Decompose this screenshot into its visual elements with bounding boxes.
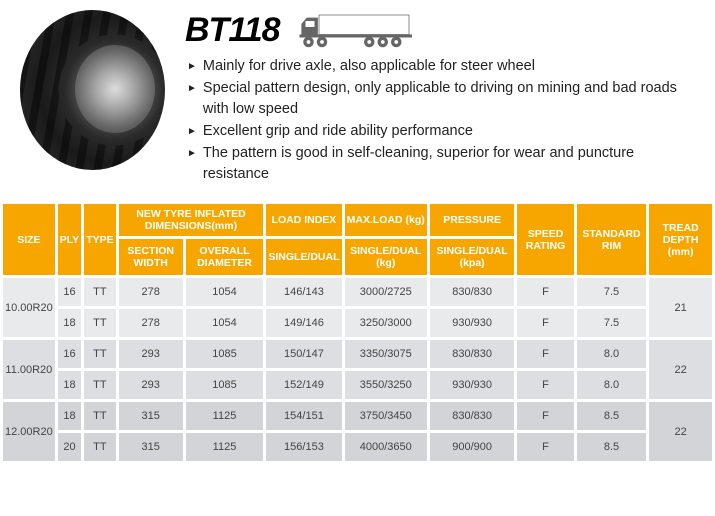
cell-pr: 830/830 <box>428 339 515 370</box>
cell-od: 1054 <box>184 308 265 339</box>
cell-pr: 830/830 <box>428 277 515 308</box>
cell-ml: 3550/3250 <box>343 370 428 401</box>
th-single-dual-kpa: SINGLE/DUAL (kpa) <box>428 238 515 277</box>
feature-bullets: Mainly for drive axle, also applicable f… <box>185 56 695 185</box>
cell-rim: 8.0 <box>575 370 648 401</box>
cell-pr: 930/930 <box>428 308 515 339</box>
cell-sw: 315 <box>117 432 184 463</box>
cell-pr: 900/900 <box>428 432 515 463</box>
table-row: 11.00R2016TT2931085150/1473350/3075830/8… <box>2 339 714 370</box>
bullet: Mainly for drive axle, also applicable f… <box>187 56 695 77</box>
cell-sr: F <box>516 370 575 401</box>
th-speed-rating: SPEED RATING <box>516 203 575 277</box>
th-single-dual: SINGLE/DUAL <box>265 238 343 277</box>
cell-rim: 7.5 <box>575 277 648 308</box>
cell-pr: 930/930 <box>428 370 515 401</box>
cell-sw: 315 <box>117 401 184 432</box>
bullet: The pattern is good in self-cleaning, su… <box>187 143 695 185</box>
cell-sr: F <box>516 277 575 308</box>
cell-ply: 16 <box>56 339 82 370</box>
title-row: BT118 <box>185 10 695 50</box>
bullet-text: Special pattern design, only applicable … <box>203 78 695 120</box>
cell-sr: F <box>516 339 575 370</box>
truck-icon <box>298 10 448 50</box>
table-row: 18TT2931085152/1493550/3250930/930F8.0 <box>2 370 714 401</box>
cell-rim: 8.5 <box>575 401 648 432</box>
cell-li: 150/147 <box>265 339 343 370</box>
cell-type: TT <box>83 432 117 463</box>
cell-tread-depth: 22 <box>648 339 714 401</box>
cell-sr: F <box>516 308 575 339</box>
cell-li: 154/151 <box>265 401 343 432</box>
cell-li: 152/149 <box>265 370 343 401</box>
th-max-load-group: MAX.LOAD (kg) <box>343 203 428 238</box>
table-row: 18TT2781054149/1463250/3000930/930F7.5 <box>2 308 714 339</box>
cell-sr: F <box>516 401 575 432</box>
cell-ml: 3000/2725 <box>343 277 428 308</box>
th-load-index-group: LOAD INDEX <box>265 203 343 238</box>
cell-pr: 830/830 <box>428 401 515 432</box>
table-row: 12.00R2018TT3151125154/1513750/3450830/8… <box>2 401 714 432</box>
cell-od: 1125 <box>184 432 265 463</box>
th-dims-group: NEW TYRE INFLATED DIMENSIONS(mm) <box>117 203 265 238</box>
cell-tread-depth: 21 <box>648 277 714 339</box>
cell-ml: 3750/3450 <box>343 401 428 432</box>
cell-sw: 293 <box>117 370 184 401</box>
cell-rim: 8.0 <box>575 339 648 370</box>
cell-type: TT <box>83 339 117 370</box>
cell-od: 1054 <box>184 277 265 308</box>
cell-od: 1125 <box>184 401 265 432</box>
cell-ply: 20 <box>56 432 82 463</box>
th-standard-rim: STANDARD RIM <box>575 203 648 277</box>
table-row: 10.00R2016TT2781054146/1433000/2725830/8… <box>2 277 714 308</box>
th-pressure-group: PRESSURE <box>428 203 515 238</box>
cell-ply: 18 <box>56 401 82 432</box>
text-block: BT118 Mainly for drive axle, also applic… <box>185 10 695 186</box>
spec-table: SIZE PLY TYPE NEW TYRE INFLATED DIMENSIO… <box>0 201 715 464</box>
cell-ply: 18 <box>56 370 82 401</box>
bullet-text: Mainly for drive axle, also applicable f… <box>203 56 535 77</box>
cell-sw: 293 <box>117 339 184 370</box>
th-ply: PLY <box>56 203 82 277</box>
cell-li: 149/146 <box>265 308 343 339</box>
bullet-text: The pattern is good in self-cleaning, su… <box>203 143 695 185</box>
bullet-text: Excellent grip and ride ability performa… <box>203 121 473 142</box>
cell-ml: 3350/3075 <box>343 339 428 370</box>
th-size: SIZE <box>2 203 57 277</box>
spec-tbody: 10.00R2016TT2781054146/1433000/2725830/8… <box>2 277 714 463</box>
cell-ply: 18 <box>56 308 82 339</box>
cell-type: TT <box>83 277 117 308</box>
tire-image <box>20 10 165 170</box>
cell-type: TT <box>83 401 117 432</box>
cell-rim: 8.5 <box>575 432 648 463</box>
th-overall-diameter: OVERALL DIAMETER <box>184 238 265 277</box>
cell-type: TT <box>83 308 117 339</box>
cell-rim: 7.5 <box>575 308 648 339</box>
header-section: BT118 Mainly for drive axle, also applic… <box>0 0 715 201</box>
cell-sw: 278 <box>117 277 184 308</box>
cell-li: 156/153 <box>265 432 343 463</box>
table-row: 20TT3151125156/1534000/3650900/900F8.5 <box>2 432 714 463</box>
cell-sr: F <box>516 432 575 463</box>
cell-li: 146/143 <box>265 277 343 308</box>
cell-size: 10.00R20 <box>2 277 57 339</box>
cell-size: 11.00R20 <box>2 339 57 401</box>
cell-od: 1085 <box>184 339 265 370</box>
th-type: TYPE <box>83 203 117 277</box>
th-tread-depth: TREAD DEPTH (mm) <box>648 203 714 277</box>
bullet: Excellent grip and ride ability performa… <box>187 121 695 142</box>
cell-ply: 16 <box>56 277 82 308</box>
th-section-width: SECTION WIDTH <box>117 238 184 277</box>
cell-sw: 278 <box>117 308 184 339</box>
cell-type: TT <box>83 370 117 401</box>
cell-od: 1085 <box>184 370 265 401</box>
cell-size: 12.00R20 <box>2 401 57 463</box>
product-title: BT118 <box>185 11 280 50</box>
cell-ml: 3250/3000 <box>343 308 428 339</box>
cell-ml: 4000/3650 <box>343 432 428 463</box>
cell-tread-depth: 22 <box>648 401 714 463</box>
th-single-dual-kg: SINGLE/DUAL (kg) <box>343 238 428 277</box>
bullet: Special pattern design, only applicable … <box>187 78 695 120</box>
